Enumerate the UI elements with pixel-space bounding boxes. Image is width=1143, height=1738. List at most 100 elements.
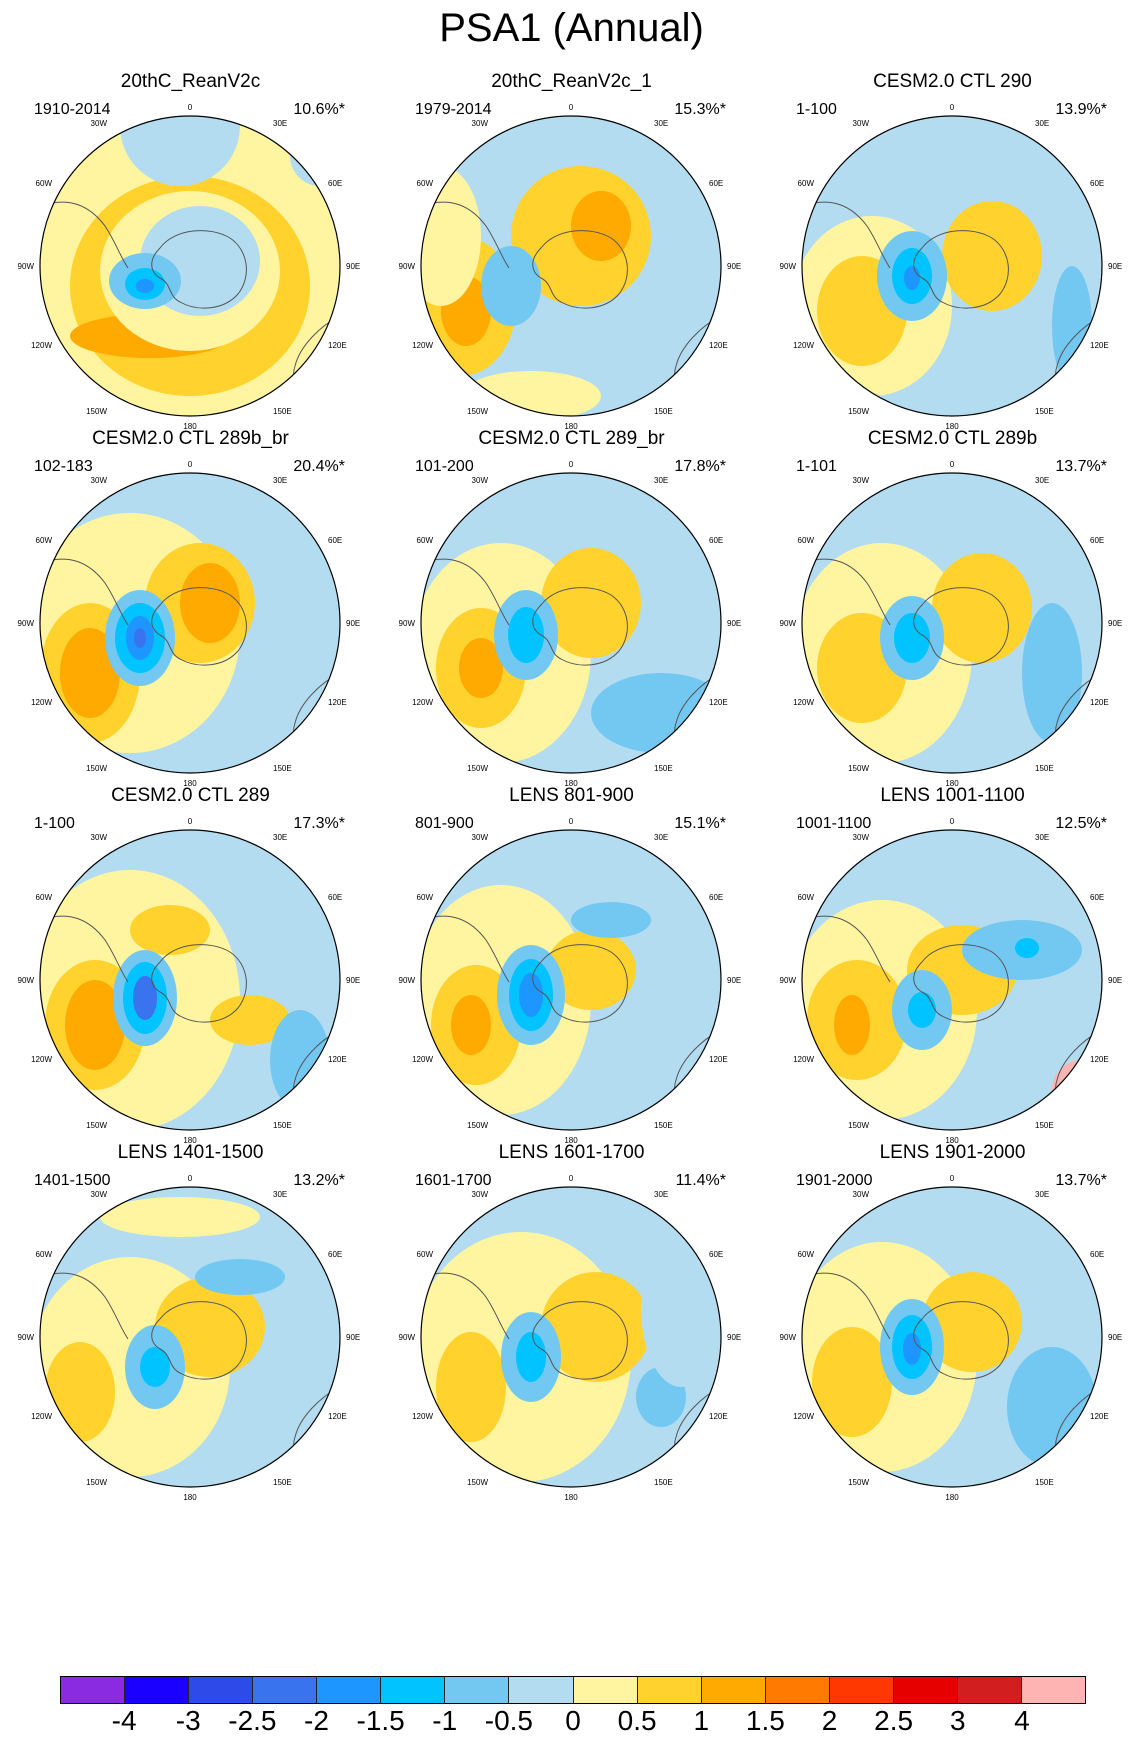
contour-region (136, 279, 154, 293)
longitude-label: 90E (727, 976, 741, 985)
antarctica-coastline (913, 230, 1009, 309)
panel-period: 1001-1100 (796, 815, 872, 832)
longitude-label: 120E (1090, 1055, 1109, 1064)
longitude-label: 120E (328, 1412, 347, 1421)
longitude-label: 150W (848, 1121, 869, 1130)
polar-map: 0 30W 30E 60W 60E 90W 90E 120W 120E 150W 150E 180 (780, 817, 1123, 1145)
longitude-label: 90W (18, 976, 35, 985)
colorbar-swatch (253, 1677, 318, 1703)
longitude-label: 150W (467, 407, 488, 416)
polar-map: 0 30W 30E 60W 60E 90W 90E 120W 120E 150W 150E 180 (780, 103, 1123, 431)
contour-region (516, 1332, 546, 1382)
longitude-label: 180 (183, 779, 197, 788)
map-panel: 20thC_ReanV2c 1910-2014 10.6%* 0 30W 30E 60W 60… (0, 70, 381, 466)
longitude-label: 60E (1090, 179, 1104, 188)
longitude-label: 150W (86, 407, 107, 416)
longitude-label: 180 (564, 779, 578, 788)
contour-fill (421, 1187, 721, 1487)
colorbar-tick-label: 2.5 (874, 1705, 914, 1736)
longitude-label: 120W (31, 1055, 52, 1064)
longitude-label: 30E (273, 833, 287, 842)
colorbar-swatch (381, 1677, 446, 1703)
antarctica-coastline (913, 944, 1009, 1023)
panel-variance: 13.2%* (293, 1172, 345, 1189)
contour-region (1022, 603, 1082, 743)
map-panel: LENS 1001-1100 1001-1100 12.5%* 0 30W 30E 60W 6… (762, 784, 1143, 1180)
longitude-label: 180 (945, 422, 959, 431)
longitude-label: 90E (346, 976, 360, 985)
panel-title: CESM2.0 CTL 289_br (478, 428, 665, 449)
longitude-label: 150E (654, 1478, 673, 1487)
longitude-label: 90E (727, 619, 741, 628)
panel-period: 1-100 (34, 815, 75, 832)
colorbar-swatch (189, 1677, 254, 1703)
longitude-label: 60W (36, 893, 53, 902)
longitude-label: 90E (1108, 619, 1122, 628)
polar-map: 0 30W 30E 60W 60E 90W 90E 120W 120E 150W 150E 180 (780, 1174, 1123, 1502)
panel-period: 1601-1700 (415, 1172, 492, 1189)
colorbar-tick-label: 4 (1014, 1705, 1030, 1736)
contour-region (180, 563, 240, 643)
longitude-label: 120E (328, 698, 347, 707)
contour-fill (802, 473, 1102, 773)
longitude-label: 0 (950, 817, 955, 826)
panel-variance: 15.1%* (674, 815, 726, 832)
contour-region (421, 166, 481, 306)
longitude-label: 0 (569, 817, 574, 826)
longitude-label: 180 (183, 1136, 197, 1145)
south-america-coastline (40, 201, 129, 269)
map-boundary (39, 115, 341, 417)
longitude-label: 150E (273, 407, 292, 416)
contour-fill (421, 116, 721, 416)
longitude-label: 120E (1090, 698, 1109, 707)
longitude-label: 120W (31, 1412, 52, 1421)
colorbar-tick-label: 0 (565, 1705, 581, 1736)
longitude-label: 0 (569, 103, 574, 112)
colorbar-tick-label: -0.5 (484, 1705, 533, 1736)
panel-variance: 20.4%* (293, 458, 345, 475)
colorbar-swatch (125, 1677, 190, 1703)
panel-variance: 10.6%* (293, 101, 345, 118)
longitude-label: 30E (654, 833, 668, 842)
polar-map: 0 30W 30E 60W 60E 90W 90E 120W 120E 150W 150E 180 (780, 460, 1123, 788)
longitude-label: 60E (328, 536, 342, 545)
longitude-label: 90W (780, 976, 797, 985)
longitude-label: 60W (417, 893, 434, 902)
contour-region (922, 1272, 1022, 1372)
map-boundary (39, 1186, 341, 1488)
colorbar-swatch (893, 1677, 958, 1703)
longitude-label: 180 (564, 1136, 578, 1145)
longitude-label: 150E (654, 1121, 673, 1130)
longitude-label: 60E (709, 893, 723, 902)
contour-region (290, 126, 340, 186)
contour-region (60, 628, 120, 718)
antarctica-coastline (151, 230, 247, 309)
panel-title: CESM2.0 CTL 289b (867, 428, 1038, 449)
longitude-label: 30W (853, 833, 870, 842)
longitude-label: 120E (1090, 341, 1109, 350)
colorbar-tick-label: 2 (821, 1705, 838, 1736)
antarctica-coastline (151, 944, 247, 1023)
antarctica-coastline (151, 587, 247, 666)
map-boundary (420, 829, 722, 1131)
contour-region (140, 1347, 170, 1387)
map-panel: CESM2.0 CTL 289 1-100 17.3%* 0 30W 30E 60W 60E 9… (0, 784, 381, 1180)
panel-variance: 13.7%* (1055, 1172, 1107, 1189)
polar-map: 0 30W 30E 60W 60E 90W 90E 120W 120E 150W 150E 180 (18, 460, 361, 788)
longitude-label: 150W (467, 1121, 488, 1130)
longitude-label: 90W (18, 619, 35, 628)
longitude-label: 90E (727, 262, 741, 271)
longitude-label: 150W (86, 1478, 107, 1487)
map-boundary (420, 472, 722, 774)
contour-region (134, 628, 146, 648)
longitude-label: 150E (273, 1121, 292, 1130)
longitude-label: 60E (1090, 1250, 1104, 1259)
longitude-label: 120E (328, 1055, 347, 1064)
figure-title: PSA1 (Annual) (439, 6, 704, 50)
contour-region (571, 902, 651, 938)
longitude-label: 120W (793, 698, 814, 707)
longitude-label: 120E (709, 1412, 728, 1421)
map-boundary (420, 115, 722, 417)
longitude-label: 180 (183, 1493, 197, 1502)
longitude-label: 150W (848, 407, 869, 416)
